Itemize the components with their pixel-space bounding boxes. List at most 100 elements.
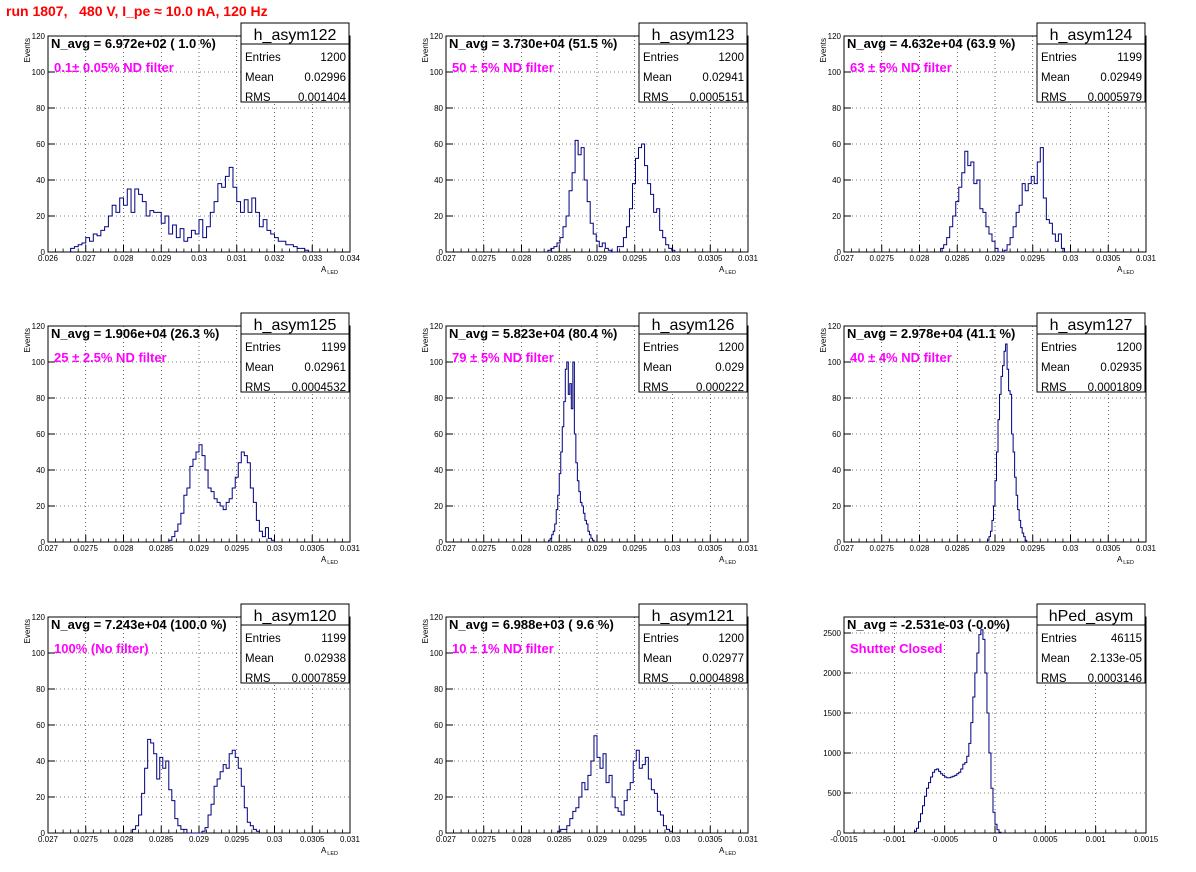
- stats-title: h_asym122: [254, 27, 337, 44]
- histogram-line: [132, 738, 260, 834]
- stats-label: Entries: [1041, 52, 1077, 64]
- stats-box: [1036, 603, 1146, 684]
- stats-value: 2.133e-05: [1090, 653, 1142, 665]
- y-tick-label: 100: [828, 68, 842, 77]
- stats-label: Mean: [245, 362, 274, 374]
- stats-label: RMS: [245, 382, 271, 394]
- x-tick-label: 0.0305: [698, 254, 723, 263]
- stats-value: 0.0001809: [1088, 382, 1142, 394]
- stats-value: 0.02935: [1100, 362, 1142, 374]
- stats-value: 0.001404: [298, 92, 347, 104]
- x-axis-label: ALED: [719, 846, 736, 857]
- y-tick-label: 0: [837, 248, 842, 257]
- stats-box: [240, 312, 350, 393]
- stats-value: 0.0003146: [1088, 673, 1142, 685]
- y-tick-label: 0: [439, 829, 444, 838]
- y-tick-label: 60: [434, 140, 443, 149]
- x-tick-label: 0.031: [738, 254, 759, 263]
- y-tick-label: 0: [837, 829, 842, 838]
- x-tick-label: 0.0275: [870, 254, 895, 263]
- stats-value: 0.0004898: [690, 673, 744, 685]
- y-tick-label: 60: [434, 721, 443, 730]
- n-avg-label: N_avg = 1.906e+04 (26.3 %): [51, 326, 219, 341]
- stats-title: h_asym126: [652, 317, 735, 334]
- x-tick-label: 0: [993, 835, 998, 844]
- x-tick-label: 0.027: [38, 544, 59, 553]
- stats-value: 1200: [718, 342, 744, 354]
- x-tick-label: 0.0295: [225, 835, 250, 844]
- x-tick-label: 0.0305: [698, 835, 723, 844]
- stats-value: 0.0005979: [1088, 92, 1142, 104]
- y-tick-label: 40: [434, 757, 443, 766]
- y-tick-label: 100: [430, 649, 444, 658]
- x-tick-label: 0.0305: [300, 544, 325, 553]
- stats-label: Entries: [245, 52, 281, 64]
- y-tick-label: 120: [32, 32, 46, 41]
- x-tick-label: 0.0285: [547, 544, 572, 553]
- stats-label: Entries: [245, 342, 281, 354]
- n-avg-label: N_avg = 2.978e+04 (41.1 %): [847, 326, 1015, 341]
- x-tick-label: 0.0005: [1033, 835, 1058, 844]
- stats-label: RMS: [1041, 673, 1067, 685]
- y-axis-label: Events: [819, 38, 828, 62]
- x-axis-label: ALED: [1117, 265, 1134, 276]
- x-tick-label: 0.0275: [870, 544, 895, 553]
- x-tick-label: 0.001: [1086, 835, 1107, 844]
- stats-label: RMS: [643, 382, 669, 394]
- y-tick-label: 100: [32, 358, 46, 367]
- y-tick-label: 80: [36, 104, 45, 113]
- histogram-panel-h_asym125: 0.027 0.0275 0.028 0.0285 0.029 0.0295 0.03 0.0…: [23, 312, 361, 566]
- x-tick-label: 0.0275: [472, 254, 497, 263]
- x-tick-label: 0.031: [1136, 544, 1157, 553]
- x-tick-label: 0.028: [113, 254, 134, 263]
- x-tick-label: 0.0275: [472, 544, 497, 553]
- filter-annotation: 63 ± 5% ND filter: [850, 60, 952, 75]
- n-avg-label: N_avg = 7.243e+04 (100.0 %): [51, 617, 227, 632]
- y-tick-label: 60: [832, 430, 841, 439]
- x-tick-label: 0.0295: [225, 544, 250, 553]
- stats-title: h_asym124: [1050, 27, 1133, 44]
- stats-title: h_asym127: [1050, 317, 1133, 334]
- x-tick-label: 0.027: [834, 254, 855, 263]
- stats-value: 0.02941: [702, 72, 744, 84]
- y-axis-label: Events: [421, 619, 430, 643]
- page-title: run 1807, 480 V, I_pe ≈ 10.0 nA, 120 Hz: [6, 3, 268, 19]
- y-tick-label: 60: [832, 140, 841, 149]
- x-tick-label: 0.034: [340, 254, 361, 263]
- x-tick-label: 0.0285: [547, 254, 572, 263]
- n-avg-label: N_avg = 3.730e+04 (51.5 %): [449, 36, 617, 51]
- x-tick-label: 0.0285: [547, 835, 572, 844]
- x-tick-label: 0.027: [834, 544, 855, 553]
- stats-title: h_asym125: [254, 317, 337, 334]
- filter-annotation: 100% (No filter): [54, 641, 149, 656]
- stats-label: Mean: [1041, 362, 1070, 374]
- stats-value: 1200: [1116, 342, 1142, 354]
- stats-value: 46115: [1111, 633, 1142, 645]
- y-tick-label: 100: [430, 358, 444, 367]
- x-tick-label: 0.031: [340, 544, 361, 553]
- y-tick-label: 20: [434, 793, 443, 802]
- x-tick-label: 0.0015: [1134, 835, 1159, 844]
- x-tick-label: 0.029: [587, 254, 608, 263]
- x-tick-label: 0.0305: [1096, 544, 1121, 553]
- x-tick-label: 0.0295: [623, 544, 648, 553]
- filter-annotation: Shutter Closed: [850, 641, 943, 656]
- y-tick-label: 60: [36, 721, 45, 730]
- filter-annotation: 0.1± 0.05% ND filter: [54, 60, 174, 75]
- y-tick-label: 40: [36, 466, 45, 475]
- x-tick-label: 0.0305: [698, 544, 723, 553]
- y-tick-label: 500: [828, 789, 842, 798]
- x-tick-label: 0.028: [909, 544, 930, 553]
- x-tick-label: 0.029: [587, 544, 608, 553]
- stats-label: Entries: [643, 52, 679, 64]
- histogram-line: [557, 735, 673, 833]
- filter-annotation: 25 ± 2.5% ND filter: [54, 350, 167, 365]
- y-tick-label: 40: [832, 466, 841, 475]
- x-tick-label: 0.031: [738, 835, 759, 844]
- y-axis-label: Events: [23, 328, 32, 352]
- stats-value: 1199: [1117, 52, 1142, 64]
- stats-label: Entries: [643, 633, 679, 645]
- x-tick-label: 0.033: [302, 254, 323, 263]
- stats-label: Entries: [245, 633, 281, 645]
- stats-label: RMS: [643, 92, 669, 104]
